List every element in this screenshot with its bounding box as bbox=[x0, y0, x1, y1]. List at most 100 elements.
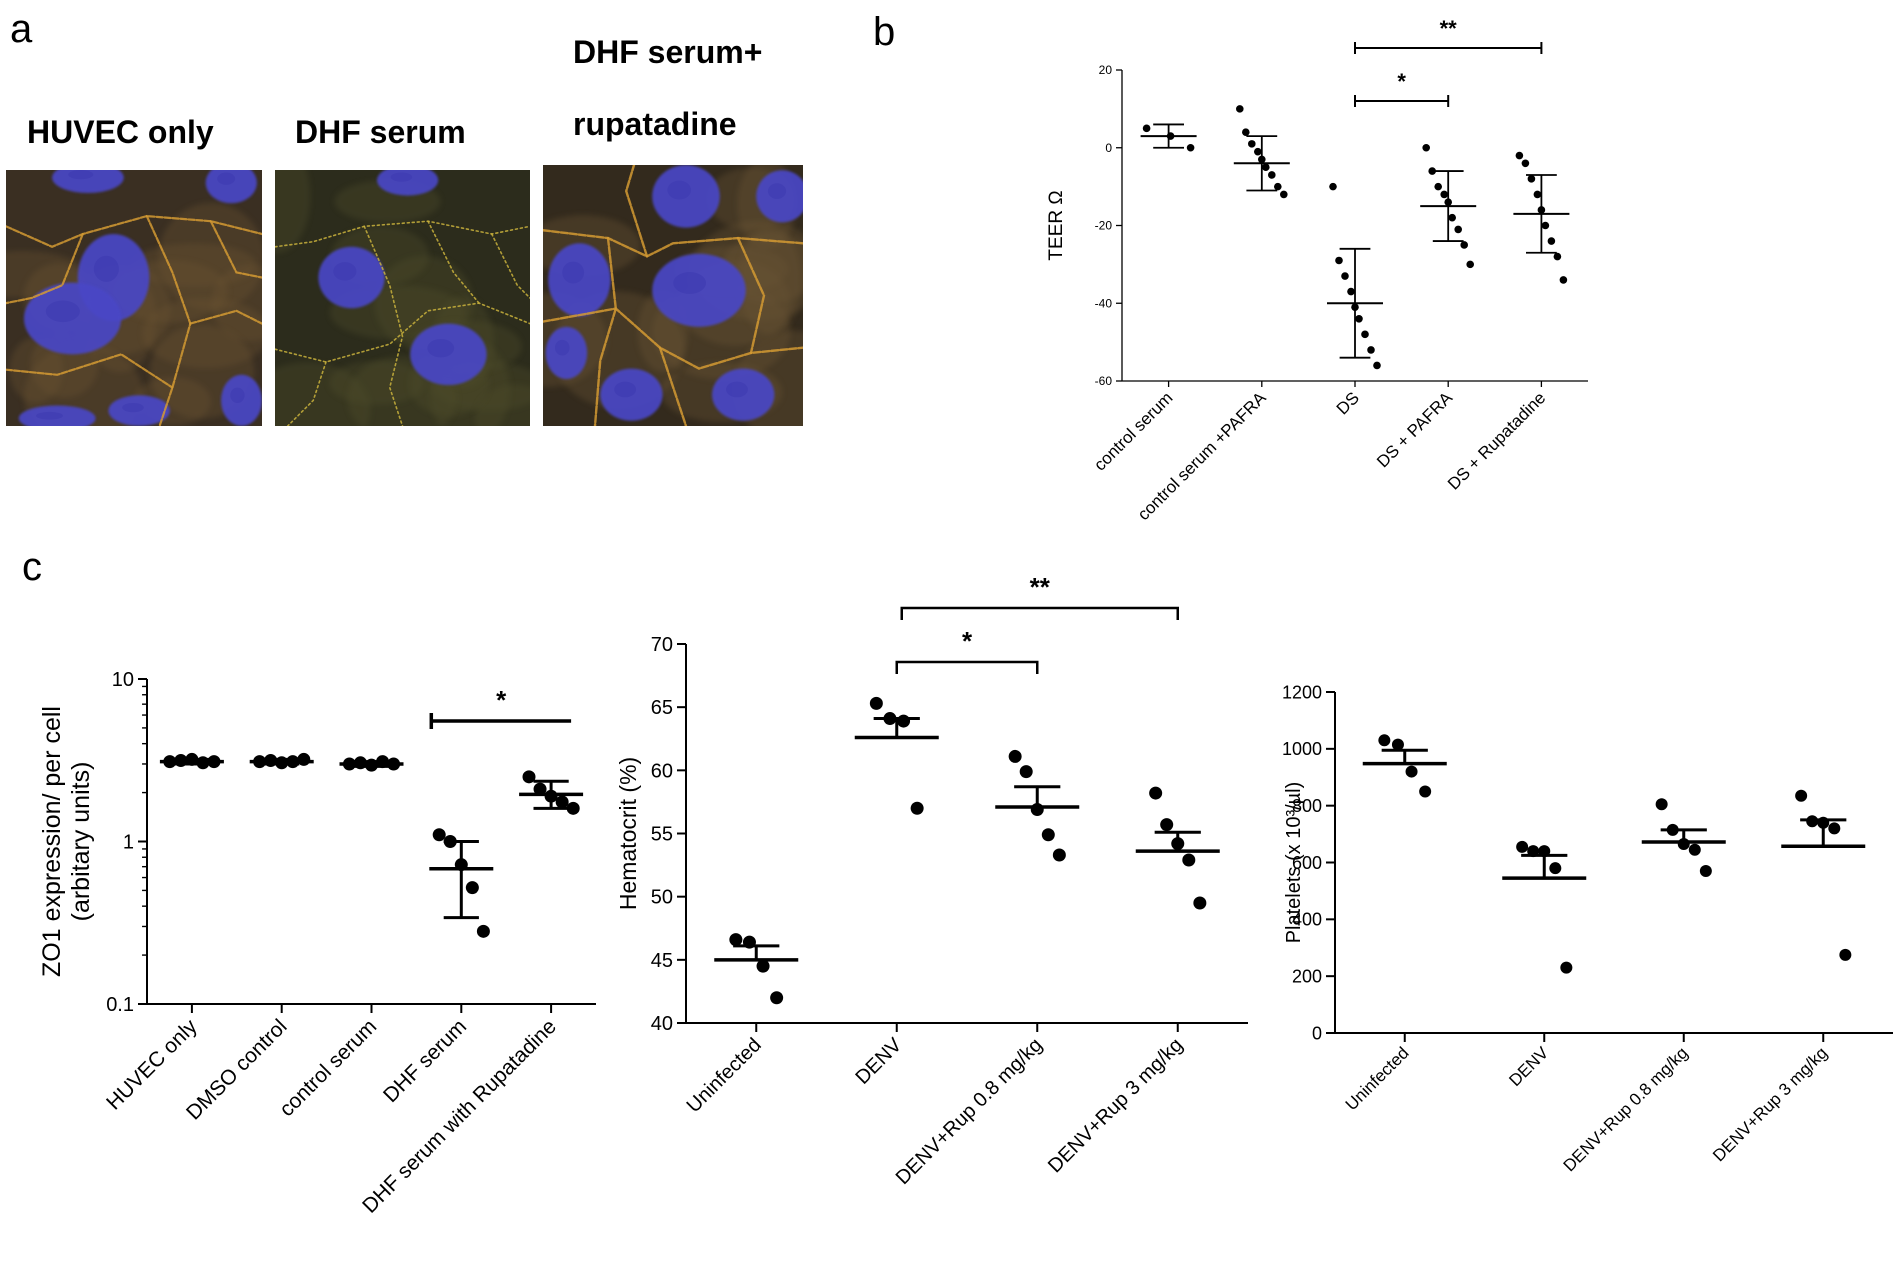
junction-line bbox=[736, 236, 766, 355]
category-label: Uninfected bbox=[683, 1034, 766, 1117]
category-label: DHF serum with Rupatadine bbox=[358, 1015, 561, 1218]
category-label: DENV bbox=[1505, 1043, 1552, 1090]
data-point bbox=[1699, 865, 1712, 878]
micrograph-huvec bbox=[6, 170, 262, 426]
data-point bbox=[533, 782, 547, 796]
y-tick-label: -40 bbox=[1095, 296, 1113, 310]
data-point bbox=[1434, 182, 1442, 191]
chart-platelets: 0 200 400 600 800 1000 1200 Platelets (x 10³/µl… bbox=[1282, 682, 1893, 1175]
category-label: HUVEC only bbox=[102, 1015, 202, 1115]
data-point bbox=[1516, 840, 1529, 853]
data-point bbox=[1688, 843, 1701, 856]
data-point bbox=[1193, 896, 1207, 910]
y-tick-label: 1200 bbox=[1282, 682, 1322, 702]
junction-line bbox=[363, 225, 404, 426]
y-tick-label: -20 bbox=[1095, 219, 1113, 233]
y-tick-label: 45 bbox=[651, 950, 673, 972]
junction-line bbox=[6, 353, 174, 389]
category-label: DHF serum bbox=[379, 1015, 471, 1107]
y-tick-label: -60 bbox=[1095, 374, 1113, 388]
data-point bbox=[1367, 346, 1375, 354]
data-point bbox=[1262, 163, 1270, 171]
nucleolus bbox=[122, 402, 144, 413]
micrograph-title-rup-line1: DHF serum+ bbox=[573, 34, 762, 70]
significance-bracket bbox=[895, 660, 1039, 674]
data-point bbox=[1553, 252, 1562, 261]
nucleolus bbox=[767, 183, 787, 199]
data-point bbox=[770, 991, 784, 1005]
data-point bbox=[1248, 140, 1256, 148]
junction-line bbox=[286, 361, 327, 426]
category-label: DENV+Rup 3 mg/kg bbox=[1709, 1043, 1831, 1165]
micrograph-texture bbox=[738, 226, 802, 335]
data-point bbox=[1186, 143, 1195, 152]
micrograph-texture bbox=[24, 344, 144, 426]
nucleolus bbox=[667, 180, 692, 200]
significance-label: * bbox=[496, 685, 507, 715]
data-point bbox=[432, 828, 446, 842]
data-point bbox=[1361, 330, 1369, 339]
data-point bbox=[1795, 789, 1808, 802]
data-point bbox=[910, 801, 924, 815]
significance-label: ** bbox=[1440, 16, 1458, 41]
significance-label: ** bbox=[1030, 572, 1051, 602]
data-point bbox=[566, 801, 580, 815]
y-tick-label: 70 bbox=[651, 634, 673, 656]
nucleolus bbox=[554, 339, 570, 356]
data-point bbox=[1405, 765, 1418, 778]
y-tick-label: 20 bbox=[1099, 63, 1113, 77]
panel-label-a: a bbox=[10, 7, 33, 51]
data-point bbox=[1236, 105, 1244, 113]
nucleolus bbox=[614, 381, 637, 398]
data-point bbox=[1268, 171, 1276, 179]
y-axis-label-line1: ZO1 expression/ per cell bbox=[38, 706, 66, 977]
data-point bbox=[1341, 272, 1349, 280]
y-tick-label: 0.1 bbox=[106, 994, 134, 1016]
junction-line bbox=[6, 214, 262, 248]
micrograph-title-dhf: DHF serum bbox=[295, 114, 466, 150]
junction-line bbox=[275, 302, 530, 363]
category-label: DS + Rupatadine bbox=[1444, 388, 1549, 493]
category-label: DENV+Rup 0.8 mg/kg bbox=[1560, 1043, 1692, 1175]
data-point bbox=[1541, 221, 1550, 230]
data-point bbox=[1460, 241, 1468, 249]
data-point bbox=[1041, 828, 1055, 842]
data-point bbox=[476, 924, 490, 938]
data-point bbox=[1335, 256, 1343, 265]
y-tick-label: 800 bbox=[1292, 796, 1322, 816]
nucleolus bbox=[673, 272, 707, 294]
nucleolus bbox=[45, 300, 80, 323]
y-tick-label: 60 bbox=[651, 760, 673, 782]
data-point bbox=[1373, 361, 1381, 370]
significance-label: * bbox=[962, 626, 973, 656]
significance-bracket bbox=[900, 606, 1179, 620]
significance-label: * bbox=[1397, 69, 1406, 94]
nucleolus bbox=[562, 261, 585, 284]
data-point bbox=[1182, 853, 1196, 867]
data-point bbox=[1149, 786, 1163, 800]
y-tick-label: 50 bbox=[651, 887, 673, 909]
data-point bbox=[1378, 734, 1391, 747]
data-point bbox=[465, 881, 479, 895]
data-point bbox=[1549, 862, 1562, 875]
data-point bbox=[756, 959, 770, 973]
y-tick-label: 0 bbox=[1312, 1023, 1322, 1043]
y-tick-label: 0 bbox=[1105, 141, 1112, 155]
micrograph-dhf bbox=[275, 170, 530, 426]
nucleolus bbox=[726, 381, 748, 398]
junction-line bbox=[593, 236, 618, 426]
junction-line bbox=[490, 233, 530, 299]
data-point bbox=[1839, 948, 1852, 961]
data-point bbox=[1559, 276, 1568, 284]
chart-hematocrit: 40 45 50 55 60 65 70 Hematocrit (%) Uninfected DE… bbox=[615, 572, 1248, 1189]
nucleolus bbox=[68, 170, 94, 180]
nucleolus bbox=[217, 172, 236, 185]
panel-label-c: c bbox=[22, 545, 42, 589]
junction-line bbox=[189, 309, 262, 325]
data-point bbox=[1547, 237, 1556, 245]
micrograph-title-huvec: HUVEC only bbox=[27, 114, 214, 150]
micrograph-texture bbox=[275, 170, 311, 253]
data-point bbox=[1142, 124, 1151, 133]
data-point bbox=[555, 795, 569, 809]
